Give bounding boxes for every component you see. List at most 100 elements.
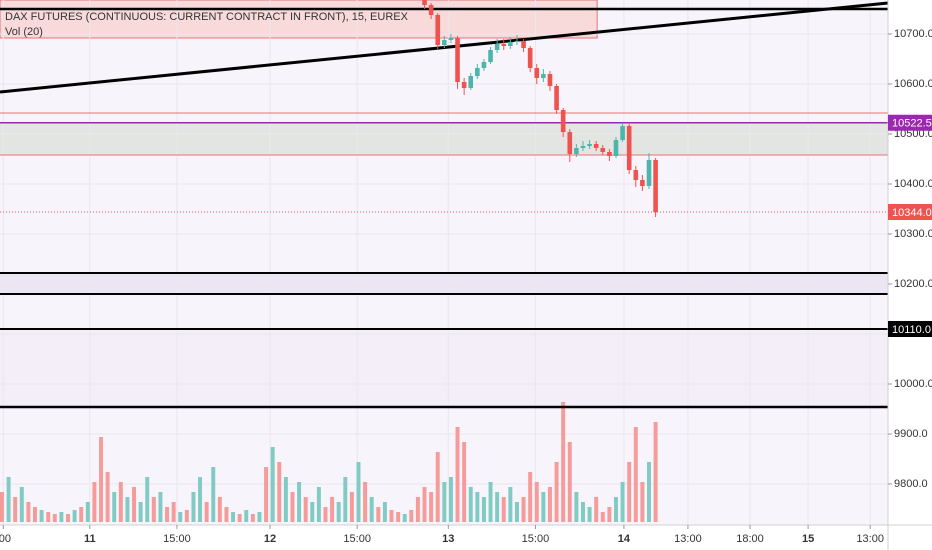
volume-bar xyxy=(26,502,31,522)
volume-bar xyxy=(264,467,269,522)
candle-body xyxy=(633,170,639,180)
volume-bar xyxy=(363,482,368,522)
candle-body xyxy=(541,74,546,78)
x-tick-label: 13:00 xyxy=(856,533,884,545)
x-tick-label: 13 xyxy=(442,533,454,545)
volume-bar xyxy=(39,510,44,522)
candle-body xyxy=(448,38,454,40)
y-tick-label: 9800.0 xyxy=(894,478,928,490)
volume-bar xyxy=(270,447,275,522)
volume-bar xyxy=(178,512,183,522)
volume-bar xyxy=(455,427,460,522)
volume-bar xyxy=(554,462,559,522)
candle-body xyxy=(626,126,632,170)
volume-bar xyxy=(151,497,156,522)
candle-body xyxy=(527,48,533,68)
volume-bar xyxy=(92,482,97,522)
volume-bar xyxy=(191,492,196,522)
candle-body xyxy=(567,132,573,154)
volume-bar xyxy=(587,507,592,522)
volume-bar xyxy=(481,497,486,522)
zone xyxy=(0,0,598,39)
volume-bar xyxy=(244,510,249,522)
candle-body xyxy=(607,152,612,156)
volume-bar xyxy=(594,497,599,522)
volume-bar xyxy=(13,497,18,522)
volume-bar xyxy=(541,492,546,522)
volume-bar xyxy=(237,514,242,522)
volume-bar xyxy=(382,502,387,522)
volume-bar xyxy=(59,512,64,522)
candle-body xyxy=(494,44,500,50)
volume-bar xyxy=(336,502,341,522)
candle-body xyxy=(435,15,441,45)
volume-bar xyxy=(574,492,579,522)
candle-body xyxy=(640,180,645,186)
volume-bar xyxy=(99,437,103,522)
volume-bar xyxy=(409,510,414,522)
y-tick-label: 10200.0 xyxy=(894,278,932,290)
volume-bar xyxy=(521,497,526,522)
volume-bar xyxy=(528,472,533,522)
volume-label: Vol (20) xyxy=(5,26,43,38)
volume-bar xyxy=(376,507,381,522)
volume-bar xyxy=(547,487,552,522)
volume-bar xyxy=(647,462,651,522)
zone xyxy=(0,329,888,407)
candle-body xyxy=(428,5,434,15)
x-tick-label: 15:00 xyxy=(163,533,191,545)
volume-bar xyxy=(0,492,4,522)
y-tick-label: 10000.0 xyxy=(894,378,932,390)
volume-bar xyxy=(231,512,236,522)
volume-bar xyxy=(52,514,57,522)
volume-bar xyxy=(250,514,255,522)
candle-body xyxy=(475,68,480,76)
candle-body xyxy=(508,42,513,46)
volume-bar xyxy=(369,497,374,522)
volume-bar xyxy=(283,477,288,522)
volume-bar xyxy=(217,497,222,522)
volume-bar xyxy=(112,492,117,522)
volume-bar xyxy=(277,462,282,522)
volume-bar xyxy=(600,512,605,522)
volume-bar xyxy=(33,507,37,522)
volume-bar xyxy=(561,402,566,522)
volume-bar xyxy=(488,482,493,522)
volume-bar xyxy=(653,422,658,522)
volume-bar xyxy=(567,442,572,522)
volume-bar xyxy=(501,497,506,522)
volume-bar xyxy=(165,507,170,522)
candle-body xyxy=(442,40,447,45)
price-badge xyxy=(888,321,932,337)
candle-body xyxy=(613,140,619,156)
volume-bar xyxy=(429,492,434,522)
volume-bar xyxy=(310,502,315,522)
volume-bar xyxy=(330,497,335,522)
volume-bar xyxy=(495,492,500,522)
volume-bar xyxy=(422,487,427,522)
candle-body xyxy=(580,146,586,148)
volume-bar xyxy=(184,510,189,522)
price-badge-label: 10522.5 xyxy=(892,118,932,130)
candle-body xyxy=(461,82,467,88)
y-tick-label: 10400.0 xyxy=(894,178,932,190)
y-tick-label: 10500.0 xyxy=(894,128,932,140)
candle-body xyxy=(593,144,599,148)
y-tick-label: 10600.0 xyxy=(894,78,932,90)
plot-layer xyxy=(0,0,889,525)
volume-bar xyxy=(620,482,625,522)
plot-background xyxy=(0,0,888,525)
candle-body xyxy=(646,160,652,186)
y-tick-label: 9900.0 xyxy=(894,428,928,440)
volume-bar xyxy=(105,472,110,522)
candle-body xyxy=(481,62,487,68)
volume-bar xyxy=(402,514,407,522)
volume-bar xyxy=(323,507,328,522)
volume-bar xyxy=(514,502,519,522)
x-tick-label: 12 xyxy=(264,533,276,545)
candle-body xyxy=(501,44,507,46)
candle-body xyxy=(468,76,474,88)
volume-bar xyxy=(46,512,51,522)
